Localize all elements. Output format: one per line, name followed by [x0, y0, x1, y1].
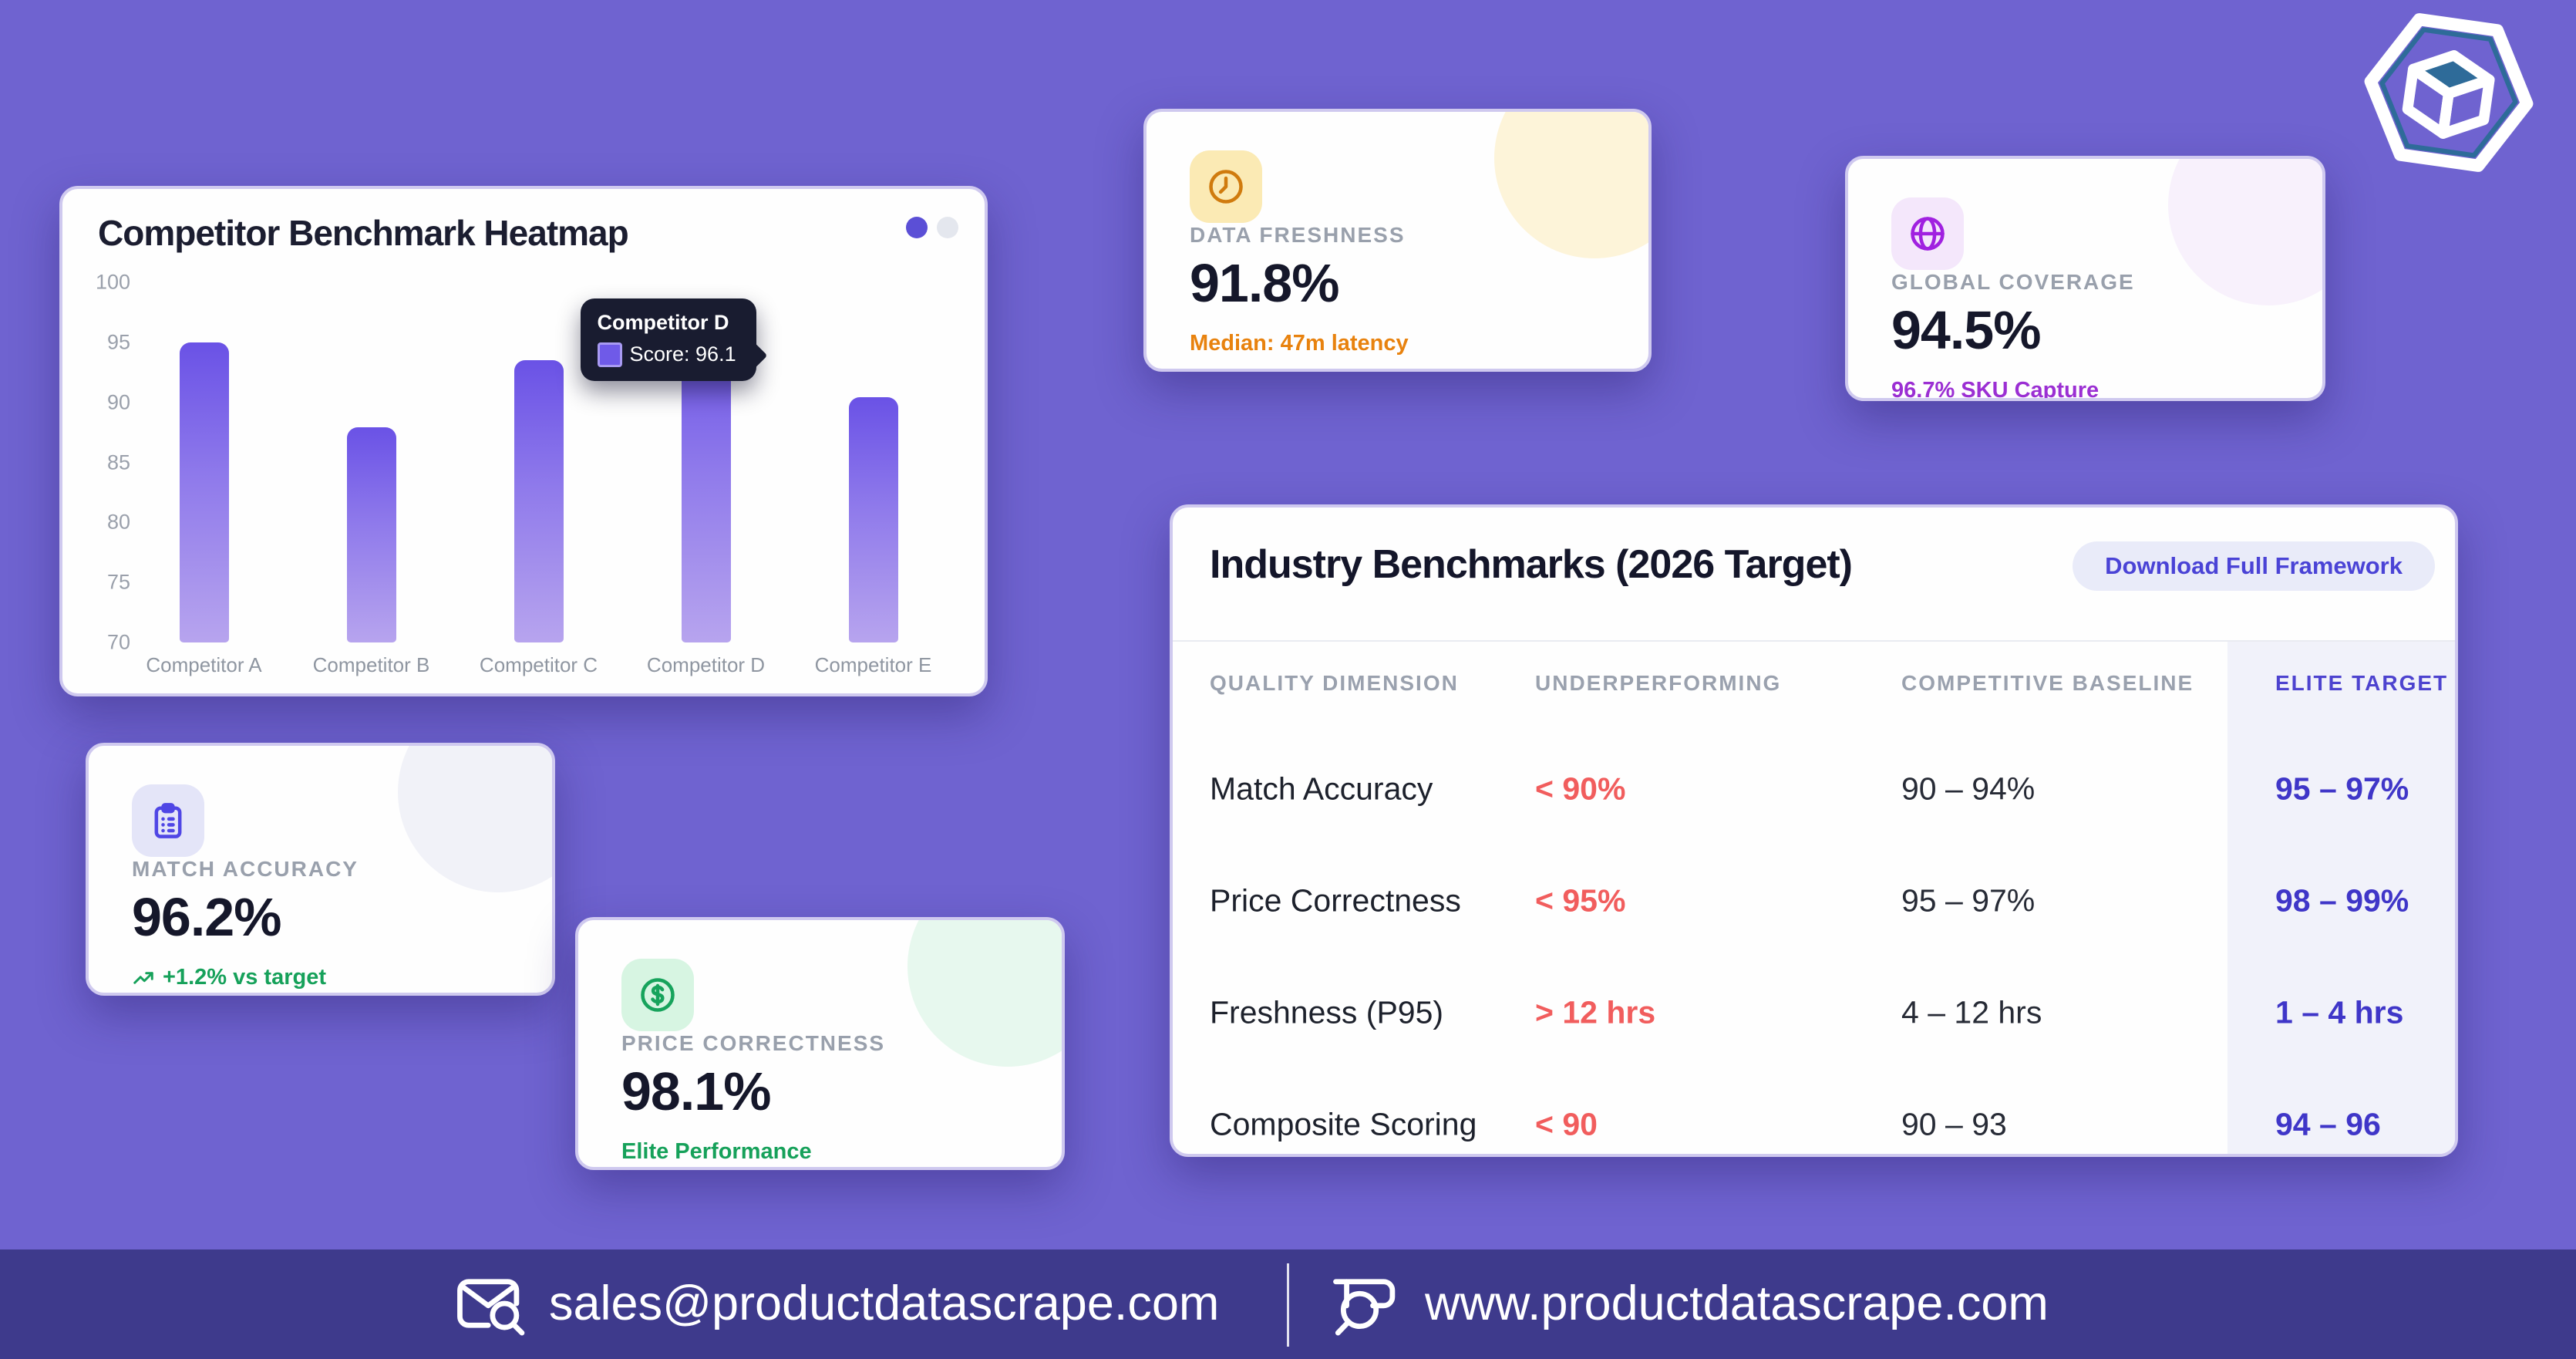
- brand-hexagon-cube-logo: [2364, 13, 2534, 172]
- column-header-underperforming: UNDERPERFORMING: [1535, 671, 1782, 695]
- x-axis-label: Competitor A: [146, 653, 262, 676]
- y-axis-tick: 80: [106, 510, 130, 534]
- globe-icon: [1891, 197, 1964, 270]
- stat-note: 96.7% SKU Capture: [1891, 378, 2100, 401]
- stat-label: GLOBAL COVERAGE: [1891, 270, 2135, 294]
- stat-value: 96.2%: [132, 887, 281, 947]
- chart-tooltip: Competitor D Score: 96.1: [580, 298, 767, 381]
- download-framework-button[interactable]: Download Full Framework: [2073, 541, 2435, 591]
- table-row-cell: 95 – 97%: [2275, 771, 2409, 807]
- stat-card-global-coverage: GLOBAL COVERAGE 94.5% 96.7% SKU Capture: [1845, 156, 2325, 401]
- competitor-benchmark-card: Competitor Benchmark Heatmap 100 95 90 85 80…: [59, 186, 988, 696]
- footer-website-text: www.productdatascrape.com: [1425, 1276, 2049, 1330]
- table-row-cell: Composite Scoring: [1210, 1106, 1477, 1142]
- y-axis-tick: 95: [106, 330, 130, 354]
- stat-note: +1.2% vs target: [163, 965, 326, 990]
- y-axis-tick: 100: [95, 270, 130, 294]
- column-header-quality-dimension: QUALITY DIMENSION: [1210, 671, 1459, 695]
- stat-value: 91.8%: [1190, 253, 1339, 313]
- tooltip-series-swatch: [597, 342, 622, 367]
- table-row-cell: < 95%: [1535, 882, 1626, 919]
- stat-card-data-freshness: DATA FRESHNESS 91.8% Median: 47m latency: [1143, 109, 1652, 372]
- trend-up-icon: [133, 971, 153, 984]
- stat-card-price-correctness: PRICE CORRECTNESS 98.1% Elite Performanc…: [575, 917, 1065, 1170]
- x-axis-label: Competitor B: [312, 653, 430, 676]
- stat-value: 94.5%: [1891, 300, 2041, 360]
- bar-competitor-b[interactable]: [346, 427, 396, 642]
- bar-competitor-a[interactable]: [179, 342, 229, 642]
- web-search-icon: [1333, 1279, 1396, 1336]
- tooltip-title: Competitor D: [597, 310, 729, 334]
- carousel-dot-active[interactable]: [906, 217, 928, 238]
- x-axis-label: Competitor E: [814, 653, 932, 676]
- y-axis-tick: 85: [106, 450, 130, 474]
- table-row-cell: 94 – 96: [2275, 1106, 2381, 1142]
- bar-competitor-d[interactable]: [681, 329, 731, 642]
- stat-label: DATA FRESHNESS: [1190, 223, 1406, 247]
- stat-label: MATCH ACCURACY: [132, 857, 359, 881]
- footer-website[interactable]: www.productdatascrape.com: [1329, 1266, 2049, 1340]
- chart-title: Competitor Benchmark Heatmap: [98, 213, 629, 253]
- stat-note: Median: 47m latency: [1190, 331, 1409, 356]
- y-axis-tick: 90: [106, 390, 130, 414]
- stat-card-match-accuracy: MATCH ACCURACY 96.2% +1.2% vs target: [86, 743, 555, 996]
- table-row-cell: 1 – 4 hrs: [2275, 994, 2404, 1030]
- bar-competitor-e[interactable]: [848, 397, 898, 642]
- clock-icon: [1190, 150, 1262, 223]
- contact-footer: sales@productdatascrape.com www.productd…: [0, 1249, 2576, 1359]
- column-header-elite-target: ELITE TARGET: [2275, 671, 2449, 695]
- table-row-cell: 98 – 99%: [2275, 882, 2409, 919]
- footer-email[interactable]: sales@productdatascrape.com: [453, 1266, 1219, 1340]
- table-row-cell: Match Accuracy: [1210, 771, 1433, 807]
- stat-note: Elite Performance: [621, 1139, 812, 1164]
- table-title: Industry Benchmarks (2026 Target): [1210, 542, 1853, 587]
- table-row-cell: Freshness (P95): [1210, 994, 1444, 1030]
- industry-benchmarks-card: Industry Benchmarks (2026 Target) Downlo…: [1170, 504, 2458, 1157]
- footer-email-text: sales@productdatascrape.com: [549, 1276, 1220, 1330]
- y-axis-tick: 75: [106, 570, 130, 594]
- divider: [1287, 1263, 1289, 1347]
- stat-value: 98.1%: [621, 1061, 771, 1121]
- table-row-cell: 95 – 97%: [1901, 882, 2036, 919]
- mail-search-icon: [457, 1279, 525, 1336]
- column-header-competitive-baseline: COMPETITIVE BASELINE: [1901, 671, 2194, 695]
- clipboard-icon: [132, 784, 204, 857]
- x-axis-label: Competitor D: [646, 653, 766, 676]
- table-row-cell: 4 – 12 hrs: [1901, 994, 2042, 1030]
- stat-label: PRICE CORRECTNESS: [621, 1031, 886, 1055]
- y-axis-tick: 70: [106, 630, 130, 654]
- x-axis-label: Competitor C: [479, 653, 598, 676]
- dollar-icon: [621, 959, 694, 1031]
- table-row-cell: 90 – 94%: [1901, 771, 2036, 807]
- table-row-cell: > 12 hrs: [1535, 994, 1656, 1030]
- tooltip-value: Score: 96.1: [629, 342, 736, 366]
- table-row-cell: < 90%: [1535, 771, 1626, 807]
- table-row-cell: 90 – 93: [1901, 1106, 2007, 1142]
- table-row-cell: Price Correctness: [1210, 882, 1461, 919]
- bar-competitor-c[interactable]: [514, 360, 564, 642]
- table-row-cell: < 90: [1535, 1106, 1598, 1142]
- divider: [1173, 640, 2455, 642]
- elite-target-column-highlight: [2227, 642, 2455, 1154]
- carousel-dot-inactive[interactable]: [937, 217, 958, 238]
